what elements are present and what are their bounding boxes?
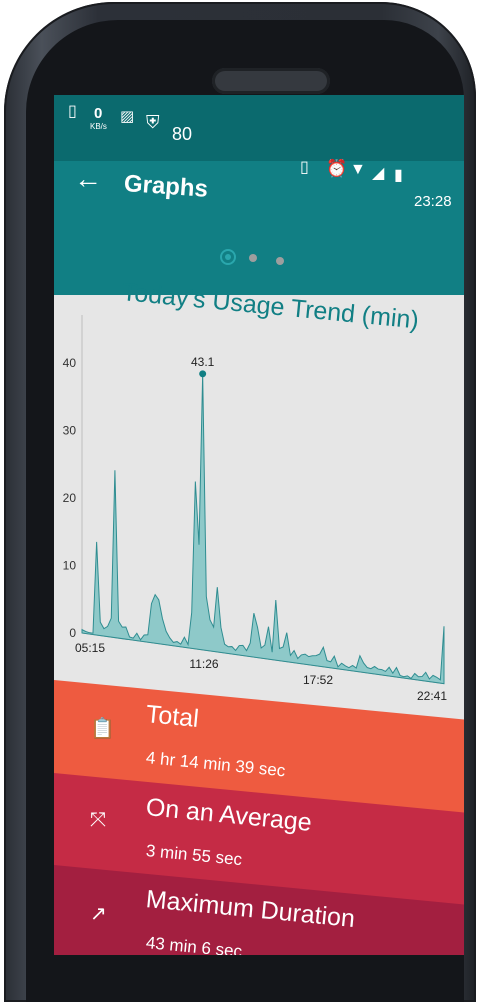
peak-label: 43.1 [191,355,215,369]
usage-area [81,373,445,685]
usage-trend-chart: 0 10 20 30 40 43.1 05:15 11:26 17:52 22:41 [63,315,447,703]
battery-percent: 80 [172,124,193,144]
earpiece-speaker [212,68,330,94]
x-tick-label: 17:52 [303,673,333,687]
page-dot-active[interactable] [220,249,236,265]
y-tick-label: 10 [63,559,77,573]
vibrate-icon: ▯ [300,159,309,176]
back-arrow-icon[interactable]: ← [74,163,102,194]
x-tick-label: 05:15 [75,641,105,655]
converge-arrows-icon: ⤧ [90,809,106,831]
x-tick-label: 22:41 [417,689,447,703]
image-icon: ▨ [120,108,135,125]
battery-icon: ▮ [394,167,403,184]
wifi-icon: ▼ [350,161,366,178]
page-dot-active-center [225,254,231,260]
status-time: 23:28 [414,193,452,210]
y-tick-label: 20 [63,491,77,505]
page-title: Graphs [123,170,209,203]
shield-icon: ⛨ [146,112,160,132]
page-dot[interactable] [249,254,257,262]
phone-screen: ▯ 0 KB/s ▨ ⛨ 80 ▯ ⏰ ▼ ◢ ▮ 23:28 ← Graphs… [54,95,464,955]
alarm-icon: ⏰ [326,159,348,178]
status-bar [54,95,464,161]
data-rate-value: 0 [94,105,103,122]
phone-icon: ▯ [68,103,77,120]
x-tick-label: 11:26 [189,657,218,671]
signal-icon: ◢ [372,165,385,182]
y-tick-label: 30 [63,424,77,438]
peak-point [199,370,207,378]
clipboard-check-icon: 📋 [90,718,115,740]
y-tick-label: 40 [63,356,77,370]
trending-up-icon: ↗ [90,903,107,925]
page-dot[interactable] [276,257,284,265]
stat-label: Total [144,700,200,733]
app-bar: ▯ 0 KB/s ▨ ⛨ 80 ▯ ⏰ ▼ ◢ ▮ 23:28 ← Graphs [54,95,464,295]
y-tick-label: 0 [69,626,76,640]
data-rate-unit: KB/s [90,122,107,131]
